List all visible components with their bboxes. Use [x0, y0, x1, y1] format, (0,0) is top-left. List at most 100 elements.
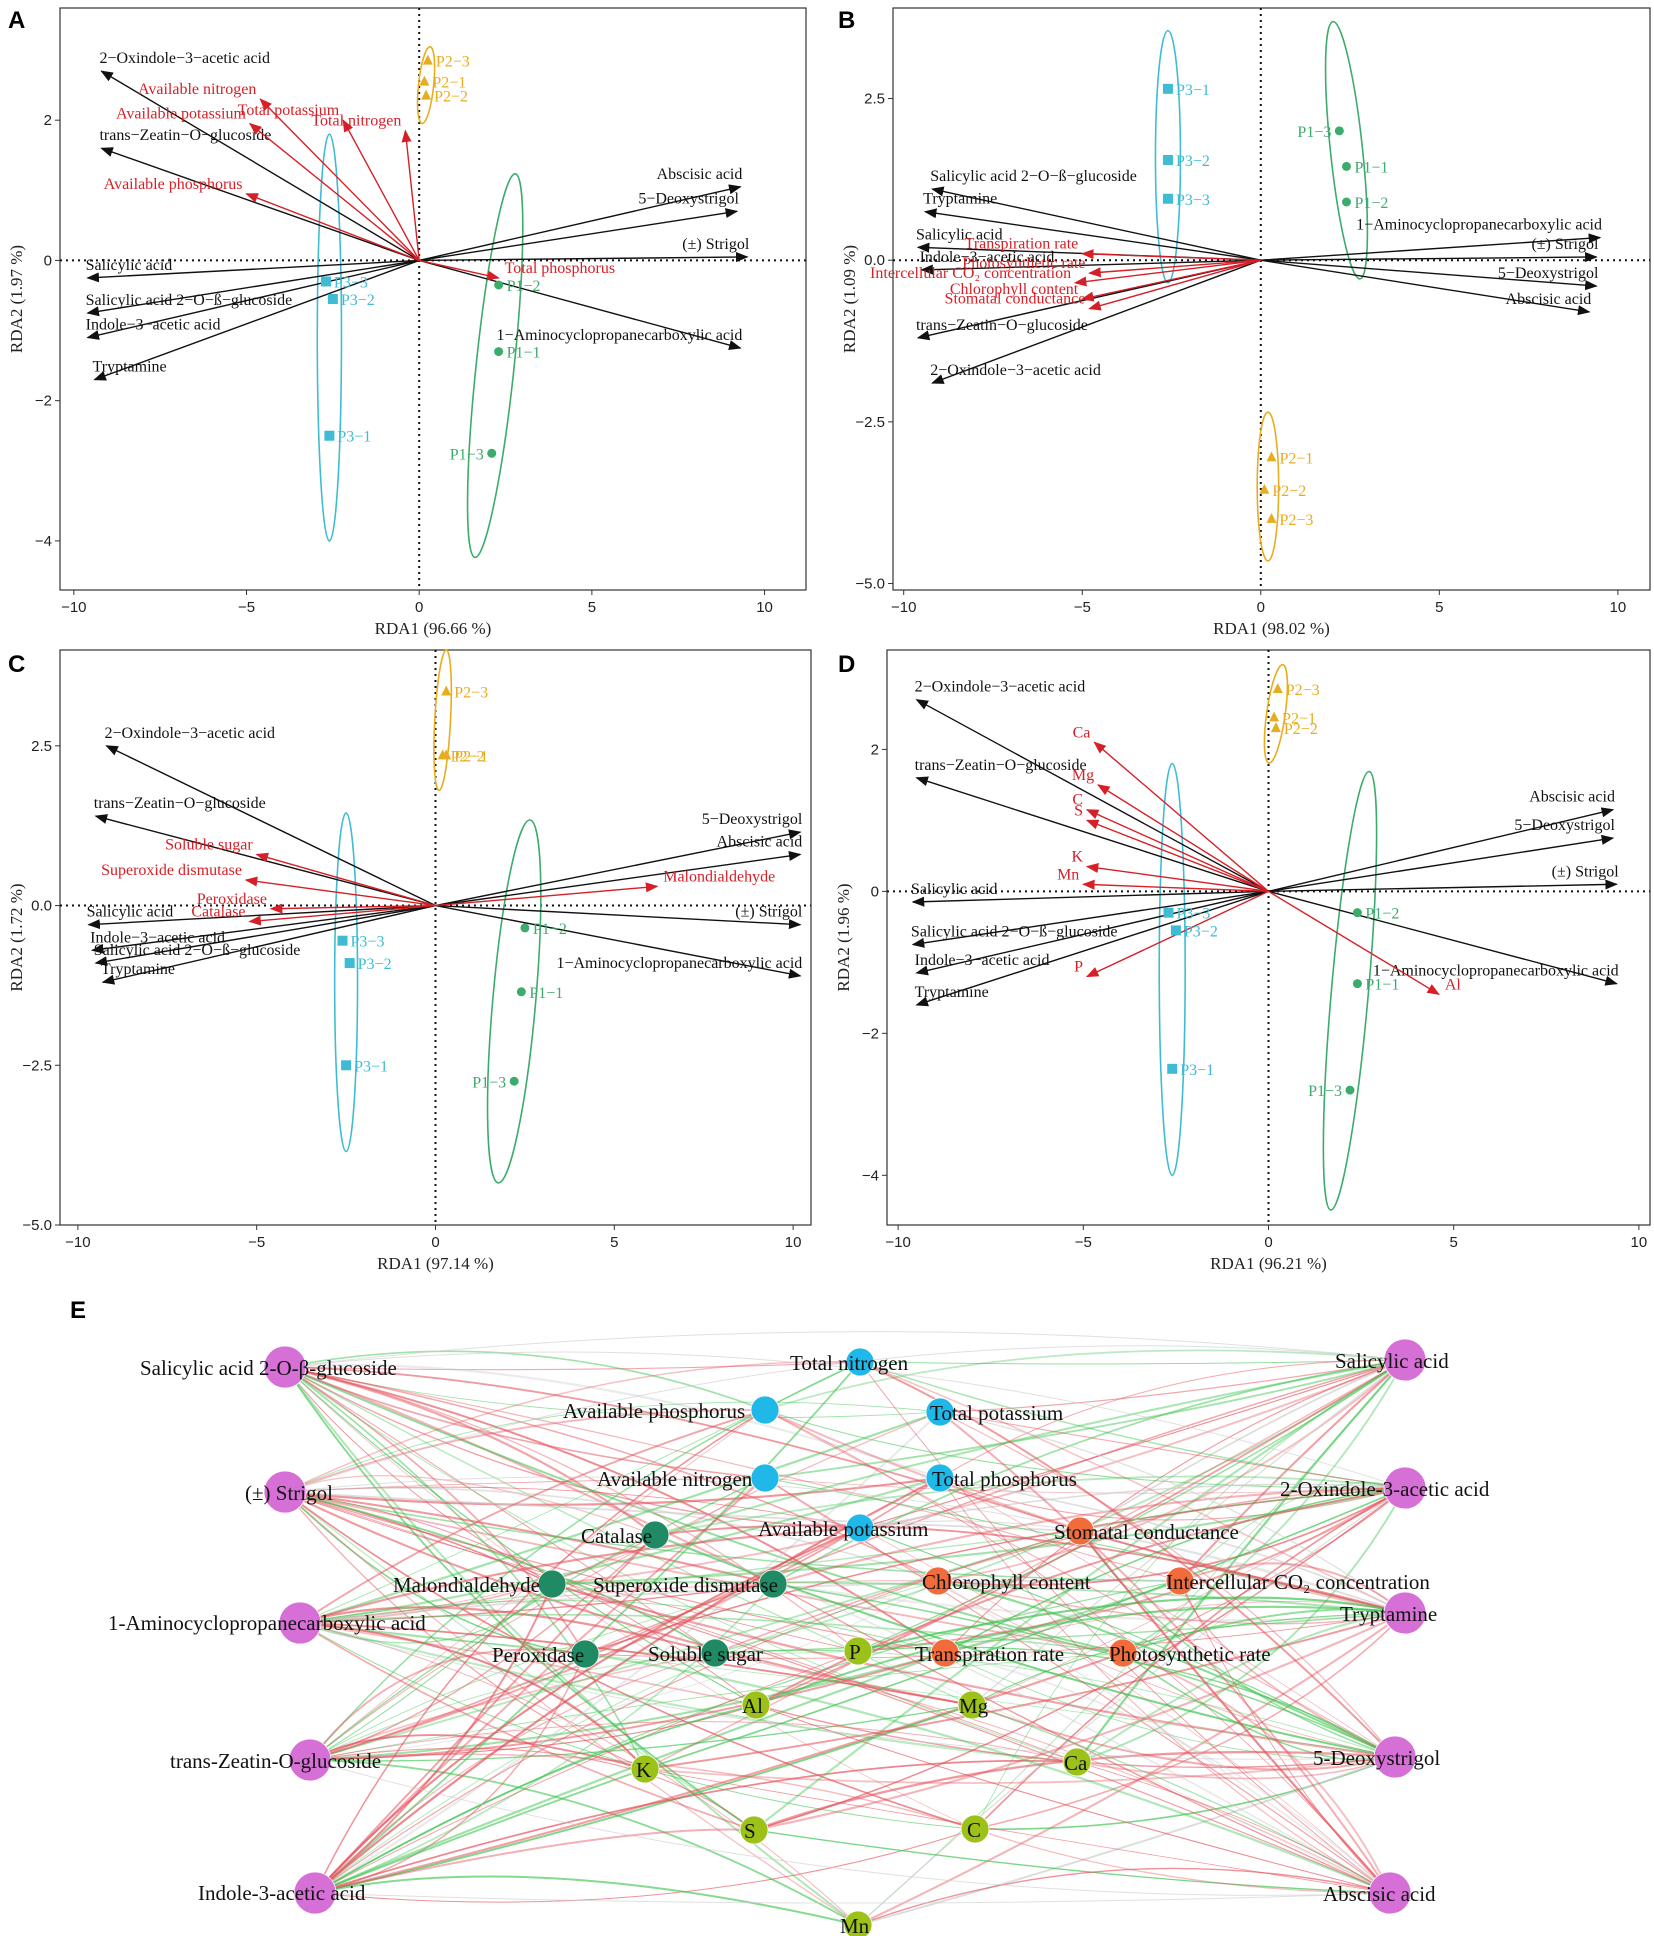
network-node-label: Catalase — [581, 1524, 652, 1548]
hormone-arrow — [105, 745, 436, 907]
network-node-mineral — [630, 1754, 660, 1784]
panel-a: A −10 −5 0 5 10 −4 −2 0 2 RDA1 (96.66 %) RDA2 (1.97… — [7, 7, 807, 638]
network-edge — [859, 1361, 1406, 1489]
hormone-label: (±) Strigol — [1531, 236, 1599, 253]
panel-e: E Salicylic acid 2-O-β-glucoside (±) Strig… — [70, 1297, 1490, 1936]
network-edge — [551, 1359, 1406, 1586]
ellipse-p2 — [416, 45, 436, 125]
environment-arrow — [259, 98, 420, 261]
network-edge — [772, 1486, 1406, 1586]
network-node-hormone — [293, 1871, 337, 1915]
sample-point-p2 — [1269, 711, 1280, 722]
network-edge — [764, 1349, 1406, 1411]
network-edge — [284, 1366, 976, 1830]
hormone-arrow — [920, 259, 1261, 275]
network-edge — [314, 1875, 859, 1926]
hormone-arrow — [86, 259, 420, 340]
network-edge — [939, 1477, 1406, 1521]
network-node-photo — [930, 1638, 960, 1668]
network-node-label: Available phosphorus — [563, 1399, 745, 1423]
network-edge — [1079, 1530, 1391, 1894]
network-node-label: Al — [742, 1694, 763, 1718]
sample-label: P2−1 — [432, 75, 466, 92]
network-node-hormone — [263, 1345, 307, 1389]
environment-label: Total phosphorus — [505, 260, 615, 277]
sample-point-p1 — [1352, 908, 1362, 918]
environment-label: Total potassium — [238, 102, 340, 119]
network-edge — [284, 1366, 939, 1582]
network-edge — [309, 1583, 553, 1761]
environment-label: Intercellular CO₂ concentration — [870, 265, 1071, 282]
network-edge — [299, 1621, 646, 1770]
network-edge — [284, 1365, 774, 1585]
environment-arrow — [1085, 819, 1269, 893]
network-edge — [284, 1476, 1406, 1614]
x-tick-label: −5 — [1075, 1234, 1092, 1251]
x-tick-label: −10 — [65, 1234, 90, 1251]
network-node-label: Salicylic acid 2-O-β-glucoside — [140, 1356, 397, 1380]
hormone-arrow — [94, 904, 436, 967]
network-edge — [857, 1596, 1406, 1653]
sample-point-p3 — [1162, 154, 1173, 165]
hormone-arrow — [93, 259, 420, 381]
network-edge — [1179, 1481, 1406, 1582]
network-node-mineral — [843, 1636, 873, 1666]
hormone-arrow — [1260, 259, 1591, 316]
network-edge — [764, 1409, 1406, 1489]
environment-label: P — [1074, 959, 1083, 976]
hormone-label: trans−Zeatin−O−glucoside — [915, 757, 1087, 774]
network-edge — [284, 1351, 1406, 1489]
sample-point-p3 — [337, 935, 348, 946]
network-edge — [314, 1651, 946, 1895]
network-edge — [299, 1530, 1081, 1624]
hormone-arrow — [435, 851, 802, 907]
network-node-photo — [1108, 1638, 1138, 1668]
network-edge — [644, 1756, 1396, 1784]
network-node-soil — [750, 1463, 780, 1493]
network-node-label: 2-Oxindole-3-acetic acid — [1280, 1477, 1490, 1501]
network-edge — [314, 1583, 774, 1894]
hormone-label: trans−Zeatin−O−glucoside — [94, 795, 266, 812]
network-edge — [939, 1359, 1406, 1413]
y-tick-label: −2 — [862, 1025, 879, 1042]
hormone-label: Salicylic acid 2−O−ß−glucoside — [86, 292, 293, 309]
network-node-label: Superoxide dismutase — [593, 1573, 778, 1597]
network-node-soil — [925, 1397, 955, 1427]
hormone-label: 2−Oxindole−3−acetic acid — [104, 725, 275, 742]
network-node-label: Photosynthetic rate — [1109, 1642, 1271, 1666]
network-edge — [764, 1409, 1396, 1758]
hormone-label: 5−Deoxystrigol — [638, 190, 739, 207]
network-node-label: Total phosphorus — [932, 1467, 1077, 1491]
hormone-label: Salicylic acid — [916, 226, 1003, 243]
hormone-arrow — [915, 890, 1269, 976]
hormone-arrow — [1260, 252, 1598, 263]
network-edge — [857, 1487, 1406, 1926]
network-edge — [1179, 1562, 1406, 1614]
network-edge — [299, 1613, 1124, 1654]
sample-point-p3 — [1170, 925, 1181, 936]
network-edge — [772, 1359, 1406, 1585]
hormone-label: 2−Oxindole−3−acetic acid — [930, 362, 1101, 379]
network-node-hormone — [1383, 1466, 1427, 1510]
sample-point-p3 — [320, 276, 331, 287]
network-node-soil — [845, 1347, 875, 1377]
environment-label: Catalase — [191, 904, 245, 921]
hormone-arrow — [1268, 890, 1618, 986]
network-edge — [1122, 1359, 1406, 1654]
network-edge — [299, 1600, 946, 1654]
environment-arrow — [1081, 259, 1261, 302]
network-edge — [284, 1491, 1078, 1763]
hormone-arrow — [1260, 259, 1598, 291]
network-edge — [944, 1487, 1406, 1654]
network-edge — [314, 1704, 973, 1894]
hormone-label: 1−Aminocyclopropanecarboxylic acid — [1373, 963, 1619, 980]
network-edge — [309, 1759, 1391, 1896]
sample-point-p3 — [327, 294, 338, 304]
network-edge — [857, 1867, 1391, 1926]
hormone-arrow — [931, 186, 1261, 261]
sample-point-p3 — [1162, 83, 1173, 94]
network-edge — [772, 1582, 1406, 1622]
sample-label: P3−3 — [1176, 906, 1210, 923]
sample-label: P2−2 — [1284, 721, 1318, 738]
network-node-hormone — [263, 1470, 307, 1514]
